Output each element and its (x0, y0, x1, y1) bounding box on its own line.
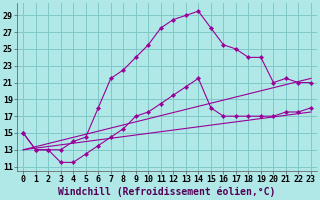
X-axis label: Windchill (Refroidissement éolien,°C): Windchill (Refroidissement éolien,°C) (58, 187, 276, 197)
